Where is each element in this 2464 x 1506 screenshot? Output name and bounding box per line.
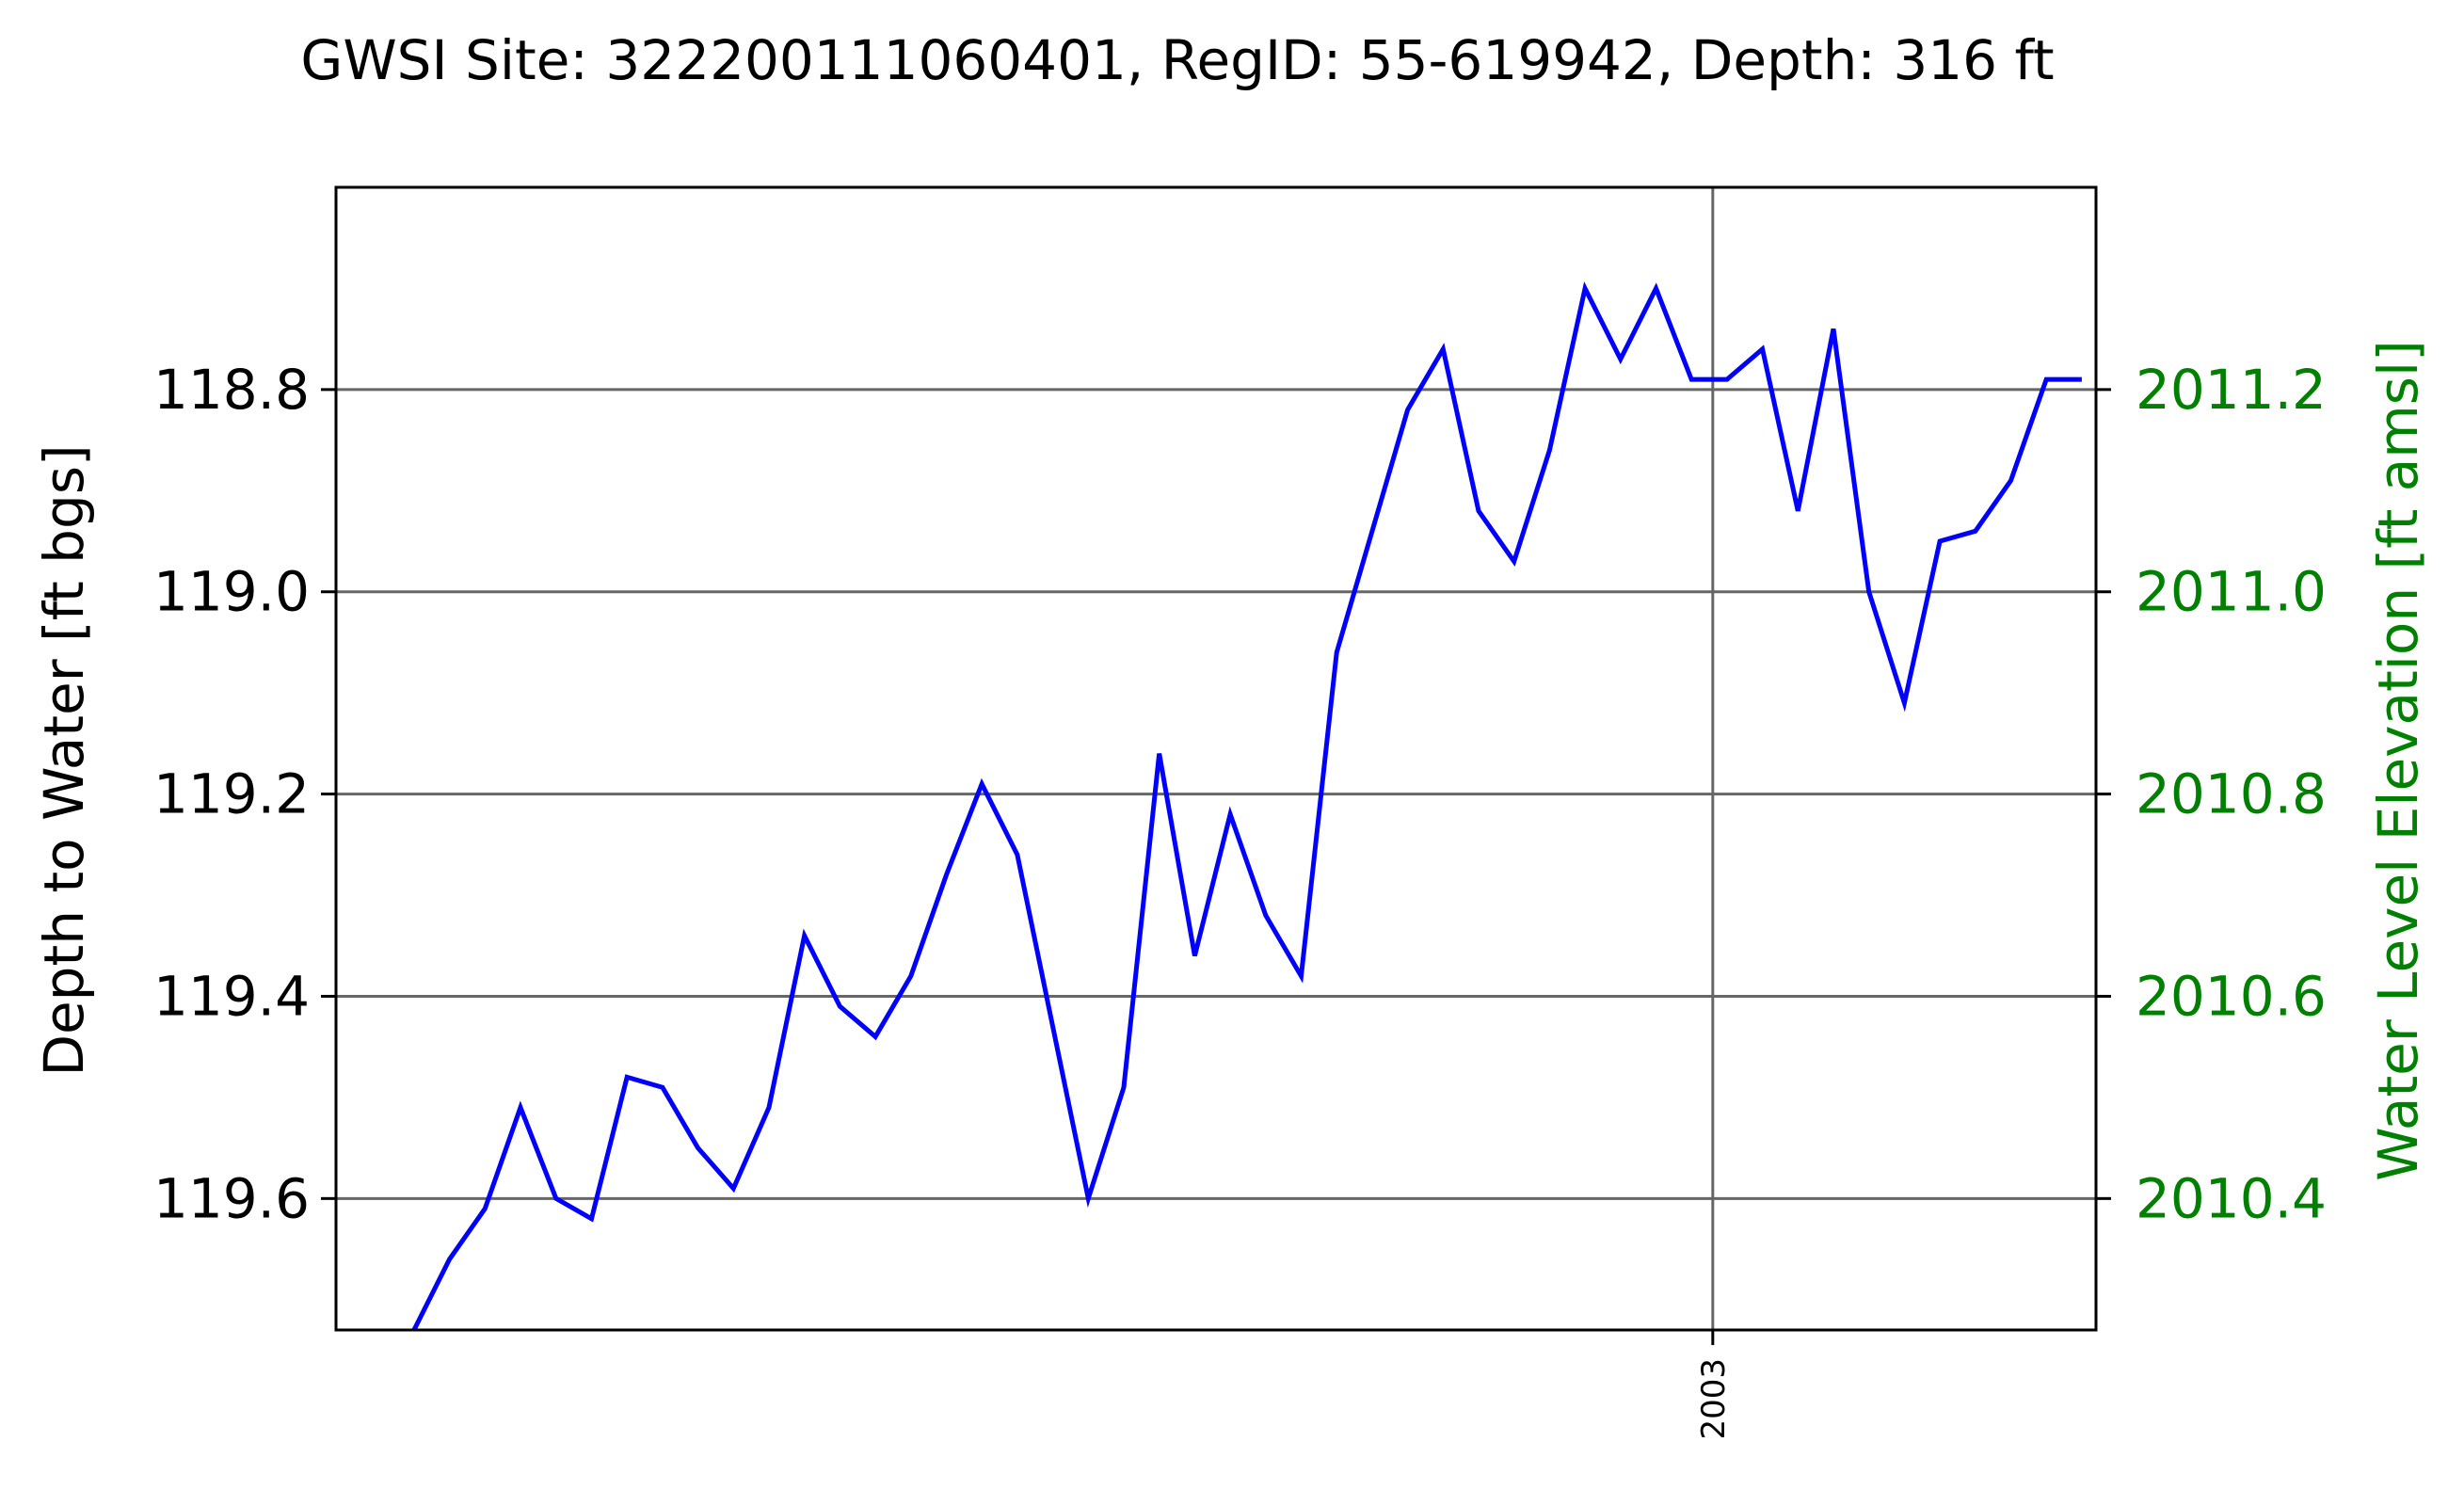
y-tick-label: 119.6 [153,1166,310,1230]
y-tick-label: 119.0 [153,560,310,624]
y-axis-label: Depth to Water [ft bgs] [32,444,96,1076]
plot-frame [334,185,2098,1332]
y-tick-label: 119.4 [153,964,310,1028]
y2-tick-label: 2011.0 [2136,560,2327,624]
y2-axis-label: Water Level Elevation [ft amsl] [2366,340,2430,1180]
series-line [411,280,2082,1332]
x-tick-label: 2003 [1695,1358,1733,1440]
y2-tick-label: 2011.2 [2136,358,2327,422]
y-tick-label: 119.2 [153,762,310,826]
chart-title: GWSI Site: 322200111060401, RegID: 55-61… [300,28,2054,92]
y-tick-label: 118.8 [153,358,310,422]
plot-layer: 118.8 2011.2 119.0 2011.0 119.2 2010.8 119.4 20… [153,185,2327,1440]
y2-tick-label: 2010.6 [2136,964,2327,1028]
y2-tick-label: 2010.4 [2136,1166,2327,1230]
y2-tick-label: 2010.8 [2136,762,2327,826]
